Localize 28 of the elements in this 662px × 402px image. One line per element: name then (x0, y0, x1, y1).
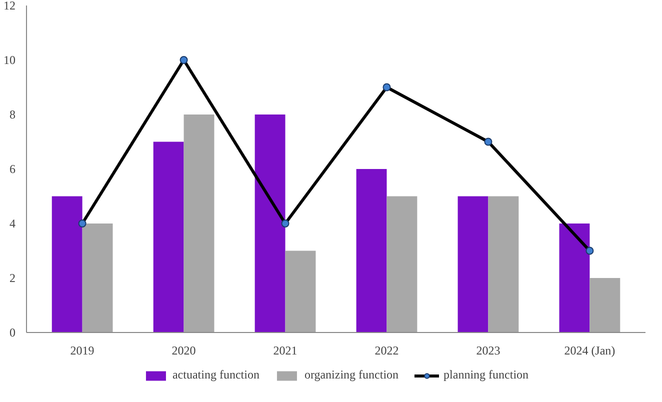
y-tick-label: 12 (4, 0, 16, 12)
bar (153, 142, 184, 332)
y-tick-label: 4 (10, 216, 16, 230)
x-tick-label: 2022 (374, 344, 399, 358)
bar (52, 196, 82, 332)
bar (254, 114, 286, 332)
bar (356, 169, 387, 332)
bar (590, 278, 620, 332)
bar (285, 250, 316, 332)
x-tick-label: 2024 (Jan) (564, 344, 616, 358)
y-tick-label: 0 (10, 326, 16, 340)
bar (184, 114, 214, 332)
y-tick-label: 6 (10, 162, 16, 176)
bar (386, 196, 418, 332)
x-tick-label: 2020 (172, 344, 196, 358)
bar (559, 224, 590, 332)
x-tick-label: 2021 (273, 344, 298, 358)
legend-label: actuating function (172, 368, 260, 382)
x-tick-label: 2023 (476, 344, 500, 358)
y-tick-label: 2 (10, 271, 16, 285)
bar (488, 196, 519, 332)
bar (458, 196, 488, 332)
y-tick-label: 8 (10, 108, 16, 122)
legend-label: organizing function (304, 368, 399, 382)
legend-label: planning function (444, 368, 529, 382)
y-tick-label: 10 (4, 53, 16, 67)
bar (82, 224, 113, 332)
x-tick-label: 2019 (70, 344, 94, 358)
